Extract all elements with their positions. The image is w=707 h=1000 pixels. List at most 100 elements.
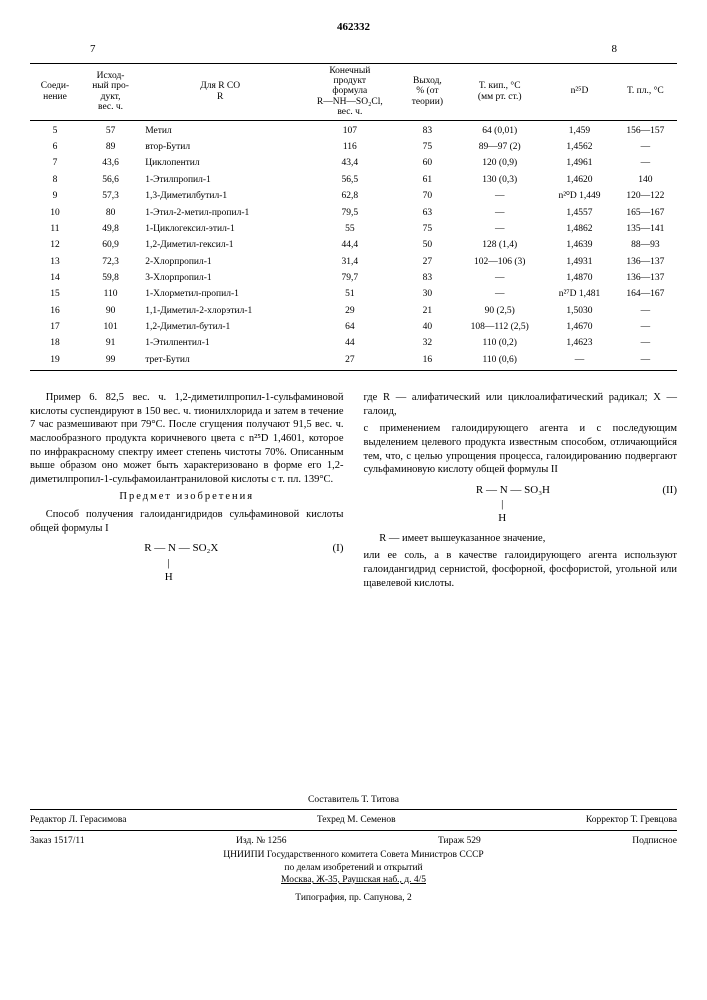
table-cell: 156—157 xyxy=(614,120,677,139)
table-header: Т. пл., °С xyxy=(614,63,677,120)
table-cell: 11 xyxy=(30,221,80,237)
table-cell: 49,8 xyxy=(80,221,141,237)
right-column: где R — алифатический или циклоалифатиче… xyxy=(364,391,678,594)
formula-2: R — N — SO₃H (II) | H xyxy=(364,483,678,526)
table-cell: 8 xyxy=(30,172,80,188)
table-cell: 40 xyxy=(401,319,455,335)
table-row: 689втор-Бутил1167589—97 (2)1,4562— xyxy=(30,139,677,155)
table-cell: 5 xyxy=(30,120,80,139)
table-cell: 55 xyxy=(299,221,400,237)
table-cell: 1-Хлорметил-пропил-1 xyxy=(141,286,299,302)
editor: Редактор Л. Герасимова xyxy=(30,814,126,826)
table-cell: 1,4931 xyxy=(545,254,614,270)
table-cell: 17 xyxy=(30,319,80,335)
table-row: 1372,32-Хлорпропил-131,427102—106 (3)1,4… xyxy=(30,254,677,270)
table-cell: втор-Бутил xyxy=(141,139,299,155)
doc-number: 462332 xyxy=(30,20,677,34)
table-row: 16901,1-Диметил-2-хлорэтил-1292190 (2,5)… xyxy=(30,303,677,319)
table-cell: n²⁰D 1,449 xyxy=(545,188,614,204)
table-row: 856,61-Этилпропил-156,561130 (0,3)1,4620… xyxy=(30,172,677,188)
table-cell: 1,4562 xyxy=(545,139,614,155)
table-row: 18911-Этилпентил-14432110 (0,2)1,4623— xyxy=(30,335,677,351)
table-cell: n²⁷D 1,481 xyxy=(545,286,614,302)
table-cell: 27 xyxy=(401,254,455,270)
table-cell: 79,5 xyxy=(299,205,400,221)
table-row: 743,6Циклопентил43,460120 (0,9)1,4961— xyxy=(30,155,677,171)
table-cell: 79,7 xyxy=(299,270,400,286)
table-cell: 89—97 (2) xyxy=(454,139,545,155)
table-cell: 57 xyxy=(80,120,141,139)
table-row: 151101-Хлорметил-пропил-15130—n²⁷D 1,481… xyxy=(30,286,677,302)
org-line2: по делам изобретений и открытий xyxy=(30,862,677,874)
table-header: Для R COR xyxy=(141,63,299,120)
page-left: 7 xyxy=(90,42,96,56)
table-row: 957,31,3-Диметилбутил-162,870—n²⁰D 1,449… xyxy=(30,188,677,204)
table-cell: 120—122 xyxy=(614,188,677,204)
table-cell: — xyxy=(454,270,545,286)
table-cell: — xyxy=(545,352,614,371)
table-cell: 140 xyxy=(614,172,677,188)
table-cell: 32 xyxy=(401,335,455,351)
table-cell: 64 xyxy=(299,319,400,335)
table-cell: — xyxy=(454,286,545,302)
table-cell: 27 xyxy=(299,352,400,371)
table-cell: 135—141 xyxy=(614,221,677,237)
table-cell: 108—112 (2,5) xyxy=(454,319,545,335)
table-cell: 136—137 xyxy=(614,254,677,270)
table-cell: 1,4639 xyxy=(545,237,614,253)
table-cell: 1-Этил-2-метил-пропил-1 xyxy=(141,205,299,221)
footer: Составитель Т. Титова Редактор Л. Гераси… xyxy=(30,794,677,904)
table-cell: 75 xyxy=(401,139,455,155)
table-cell: 128 (1,4) xyxy=(454,237,545,253)
table-cell: 59,8 xyxy=(80,270,141,286)
table-cell: Метил xyxy=(141,120,299,139)
table-cell: 2-Хлорпропил-1 xyxy=(141,254,299,270)
table-cell: 1,4557 xyxy=(545,205,614,221)
table-cell: 1,4623 xyxy=(545,335,614,351)
typography: Типография, пр. Сапунова, 2 xyxy=(30,892,677,904)
table-cell: 164—167 xyxy=(614,286,677,302)
formula-1: R — N — SO₂X (I) | H xyxy=(30,541,344,584)
table-cell: Циклопентил xyxy=(141,155,299,171)
order-num: Заказ 1517/11 xyxy=(30,835,85,847)
tirage: Тираж 529 xyxy=(438,835,481,847)
subject-heading: Предмет изобретения xyxy=(30,490,344,504)
table-cell: — xyxy=(614,303,677,319)
table-cell: 61 xyxy=(401,172,455,188)
table-cell: 110 (0,6) xyxy=(454,352,545,371)
table-cell: 116 xyxy=(299,139,400,155)
table-cell: 7 xyxy=(30,155,80,171)
table-cell: 57,3 xyxy=(80,188,141,204)
table-cell: 44 xyxy=(299,335,400,351)
table-cell: — xyxy=(614,319,677,335)
table-cell: 90 (2,5) xyxy=(454,303,545,319)
table-cell: 56,5 xyxy=(299,172,400,188)
table-cell: — xyxy=(614,352,677,371)
table-cell: 16 xyxy=(401,352,455,371)
table-cell: 101 xyxy=(80,319,141,335)
table-header: КонечныйпродуктформулаR—NH—SO₂Cl,вес. ч. xyxy=(299,63,400,120)
table-cell: 75 xyxy=(401,221,455,237)
table-cell: 56,6 xyxy=(80,172,141,188)
org-line1: ЦНИИПИ Государственного комитета Совета … xyxy=(30,849,677,861)
table-cell: — xyxy=(614,335,677,351)
table-row: 171011,2-Диметил-бутил-16440108—112 (2,5… xyxy=(30,319,677,335)
table-cell: 60,9 xyxy=(80,237,141,253)
example-paragraph: Пример 6. 82,5 вес. ч. 1,2-диметилпропил… xyxy=(30,391,344,486)
tech-editor: Техред М. Семенов xyxy=(317,814,396,826)
table-cell: 89 xyxy=(80,139,141,155)
page-right: 8 xyxy=(612,42,618,56)
table-cell: 29 xyxy=(299,303,400,319)
table-cell: 110 (0,2) xyxy=(454,335,545,351)
table-cell: трет-Бутил xyxy=(141,352,299,371)
table-cell: 44,4 xyxy=(299,237,400,253)
table-cell: 1,4961 xyxy=(545,155,614,171)
table-cell: 63 xyxy=(401,205,455,221)
table-cell: 62,8 xyxy=(299,188,400,204)
table-cell: 6 xyxy=(30,139,80,155)
table-cell: 70 xyxy=(401,188,455,204)
table-cell: 50 xyxy=(401,237,455,253)
table-cell: 51 xyxy=(299,286,400,302)
table-cell: 1-Этилпропил-1 xyxy=(141,172,299,188)
table-cell: 18 xyxy=(30,335,80,351)
